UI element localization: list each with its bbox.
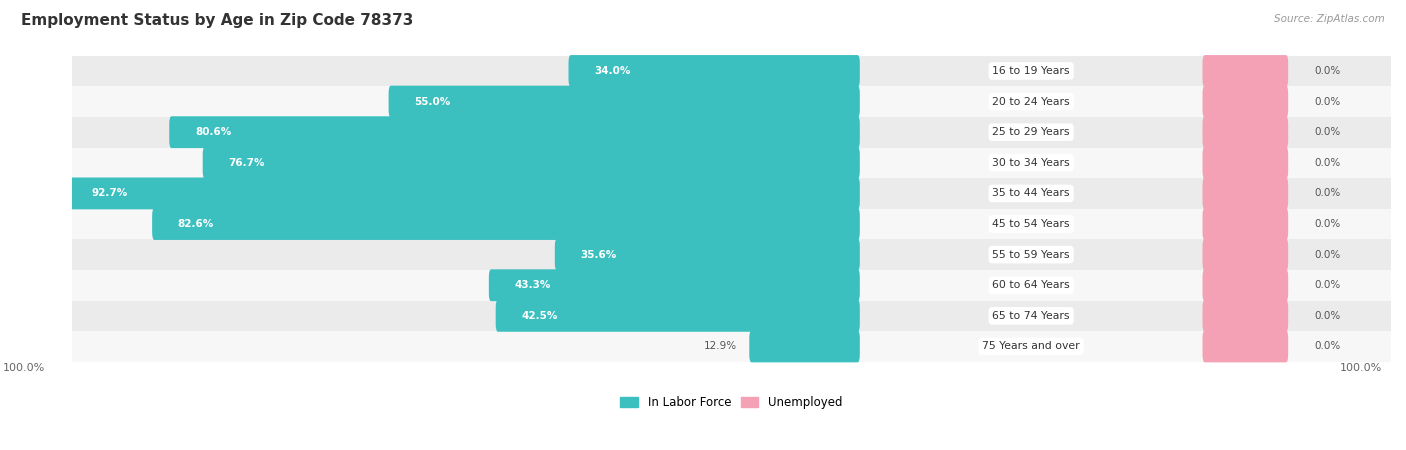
- Text: 0.0%: 0.0%: [1313, 158, 1340, 168]
- Text: 16 to 19 Years: 16 to 19 Years: [993, 66, 1070, 76]
- Text: Employment Status by Age in Zip Code 78373: Employment Status by Age in Zip Code 783…: [21, 14, 413, 28]
- Bar: [72, 301, 1391, 331]
- Text: 65 to 74 Years: 65 to 74 Years: [993, 311, 1070, 321]
- Bar: [72, 178, 1391, 209]
- Text: 0.0%: 0.0%: [1313, 250, 1340, 260]
- FancyBboxPatch shape: [1202, 116, 1288, 148]
- Text: 0.0%: 0.0%: [1313, 311, 1340, 321]
- Bar: [72, 239, 1391, 270]
- FancyBboxPatch shape: [1202, 55, 1288, 87]
- Text: 60 to 64 Years: 60 to 64 Years: [993, 280, 1070, 290]
- Text: 34.0%: 34.0%: [595, 66, 631, 76]
- Text: 20 to 24 Years: 20 to 24 Years: [993, 97, 1070, 107]
- Text: Source: ZipAtlas.com: Source: ZipAtlas.com: [1274, 14, 1385, 23]
- FancyBboxPatch shape: [388, 86, 860, 117]
- FancyBboxPatch shape: [1202, 269, 1288, 301]
- FancyBboxPatch shape: [1202, 331, 1288, 362]
- Text: 0.0%: 0.0%: [1313, 66, 1340, 76]
- Text: 76.7%: 76.7%: [228, 158, 264, 168]
- FancyBboxPatch shape: [1202, 238, 1288, 270]
- Text: 0.0%: 0.0%: [1313, 127, 1340, 137]
- FancyBboxPatch shape: [1202, 86, 1288, 117]
- Bar: [72, 331, 1391, 362]
- Text: 0.0%: 0.0%: [1313, 97, 1340, 107]
- FancyBboxPatch shape: [555, 238, 860, 270]
- Text: 35.6%: 35.6%: [581, 250, 617, 260]
- Legend: In Labor Force, Unemployed: In Labor Force, Unemployed: [616, 391, 846, 414]
- Text: 55.0%: 55.0%: [415, 97, 450, 107]
- FancyBboxPatch shape: [1202, 177, 1288, 209]
- FancyBboxPatch shape: [496, 300, 860, 332]
- Text: 25 to 29 Years: 25 to 29 Years: [993, 127, 1070, 137]
- Text: 12.9%: 12.9%: [703, 342, 737, 351]
- FancyBboxPatch shape: [568, 55, 860, 87]
- Text: 43.3%: 43.3%: [515, 280, 551, 290]
- FancyBboxPatch shape: [749, 331, 860, 362]
- Bar: [72, 209, 1391, 239]
- FancyBboxPatch shape: [489, 269, 860, 301]
- Text: 0.0%: 0.0%: [1313, 342, 1340, 351]
- Text: 35 to 44 Years: 35 to 44 Years: [993, 189, 1070, 198]
- Text: 55 to 59 Years: 55 to 59 Years: [993, 250, 1070, 260]
- FancyBboxPatch shape: [1202, 208, 1288, 240]
- Text: 30 to 34 Years: 30 to 34 Years: [993, 158, 1070, 168]
- Text: 82.6%: 82.6%: [177, 219, 214, 229]
- FancyBboxPatch shape: [202, 147, 860, 179]
- Bar: [72, 270, 1391, 301]
- Bar: [72, 56, 1391, 86]
- Text: 45 to 54 Years: 45 to 54 Years: [993, 219, 1070, 229]
- Text: 0.0%: 0.0%: [1313, 219, 1340, 229]
- Text: 100.0%: 100.0%: [3, 364, 45, 374]
- FancyBboxPatch shape: [1202, 300, 1288, 332]
- FancyBboxPatch shape: [1202, 147, 1288, 179]
- Text: 0.0%: 0.0%: [1313, 280, 1340, 290]
- Text: 80.6%: 80.6%: [195, 127, 231, 137]
- Bar: [72, 117, 1391, 148]
- Text: 100.0%: 100.0%: [1340, 364, 1382, 374]
- Bar: [72, 86, 1391, 117]
- Text: 0.0%: 0.0%: [1313, 189, 1340, 198]
- Text: 75 Years and over: 75 Years and over: [983, 342, 1080, 351]
- Bar: [72, 148, 1391, 178]
- FancyBboxPatch shape: [66, 177, 860, 209]
- Text: 42.5%: 42.5%: [522, 311, 558, 321]
- FancyBboxPatch shape: [152, 208, 860, 240]
- Text: 92.7%: 92.7%: [91, 189, 128, 198]
- FancyBboxPatch shape: [169, 116, 860, 148]
